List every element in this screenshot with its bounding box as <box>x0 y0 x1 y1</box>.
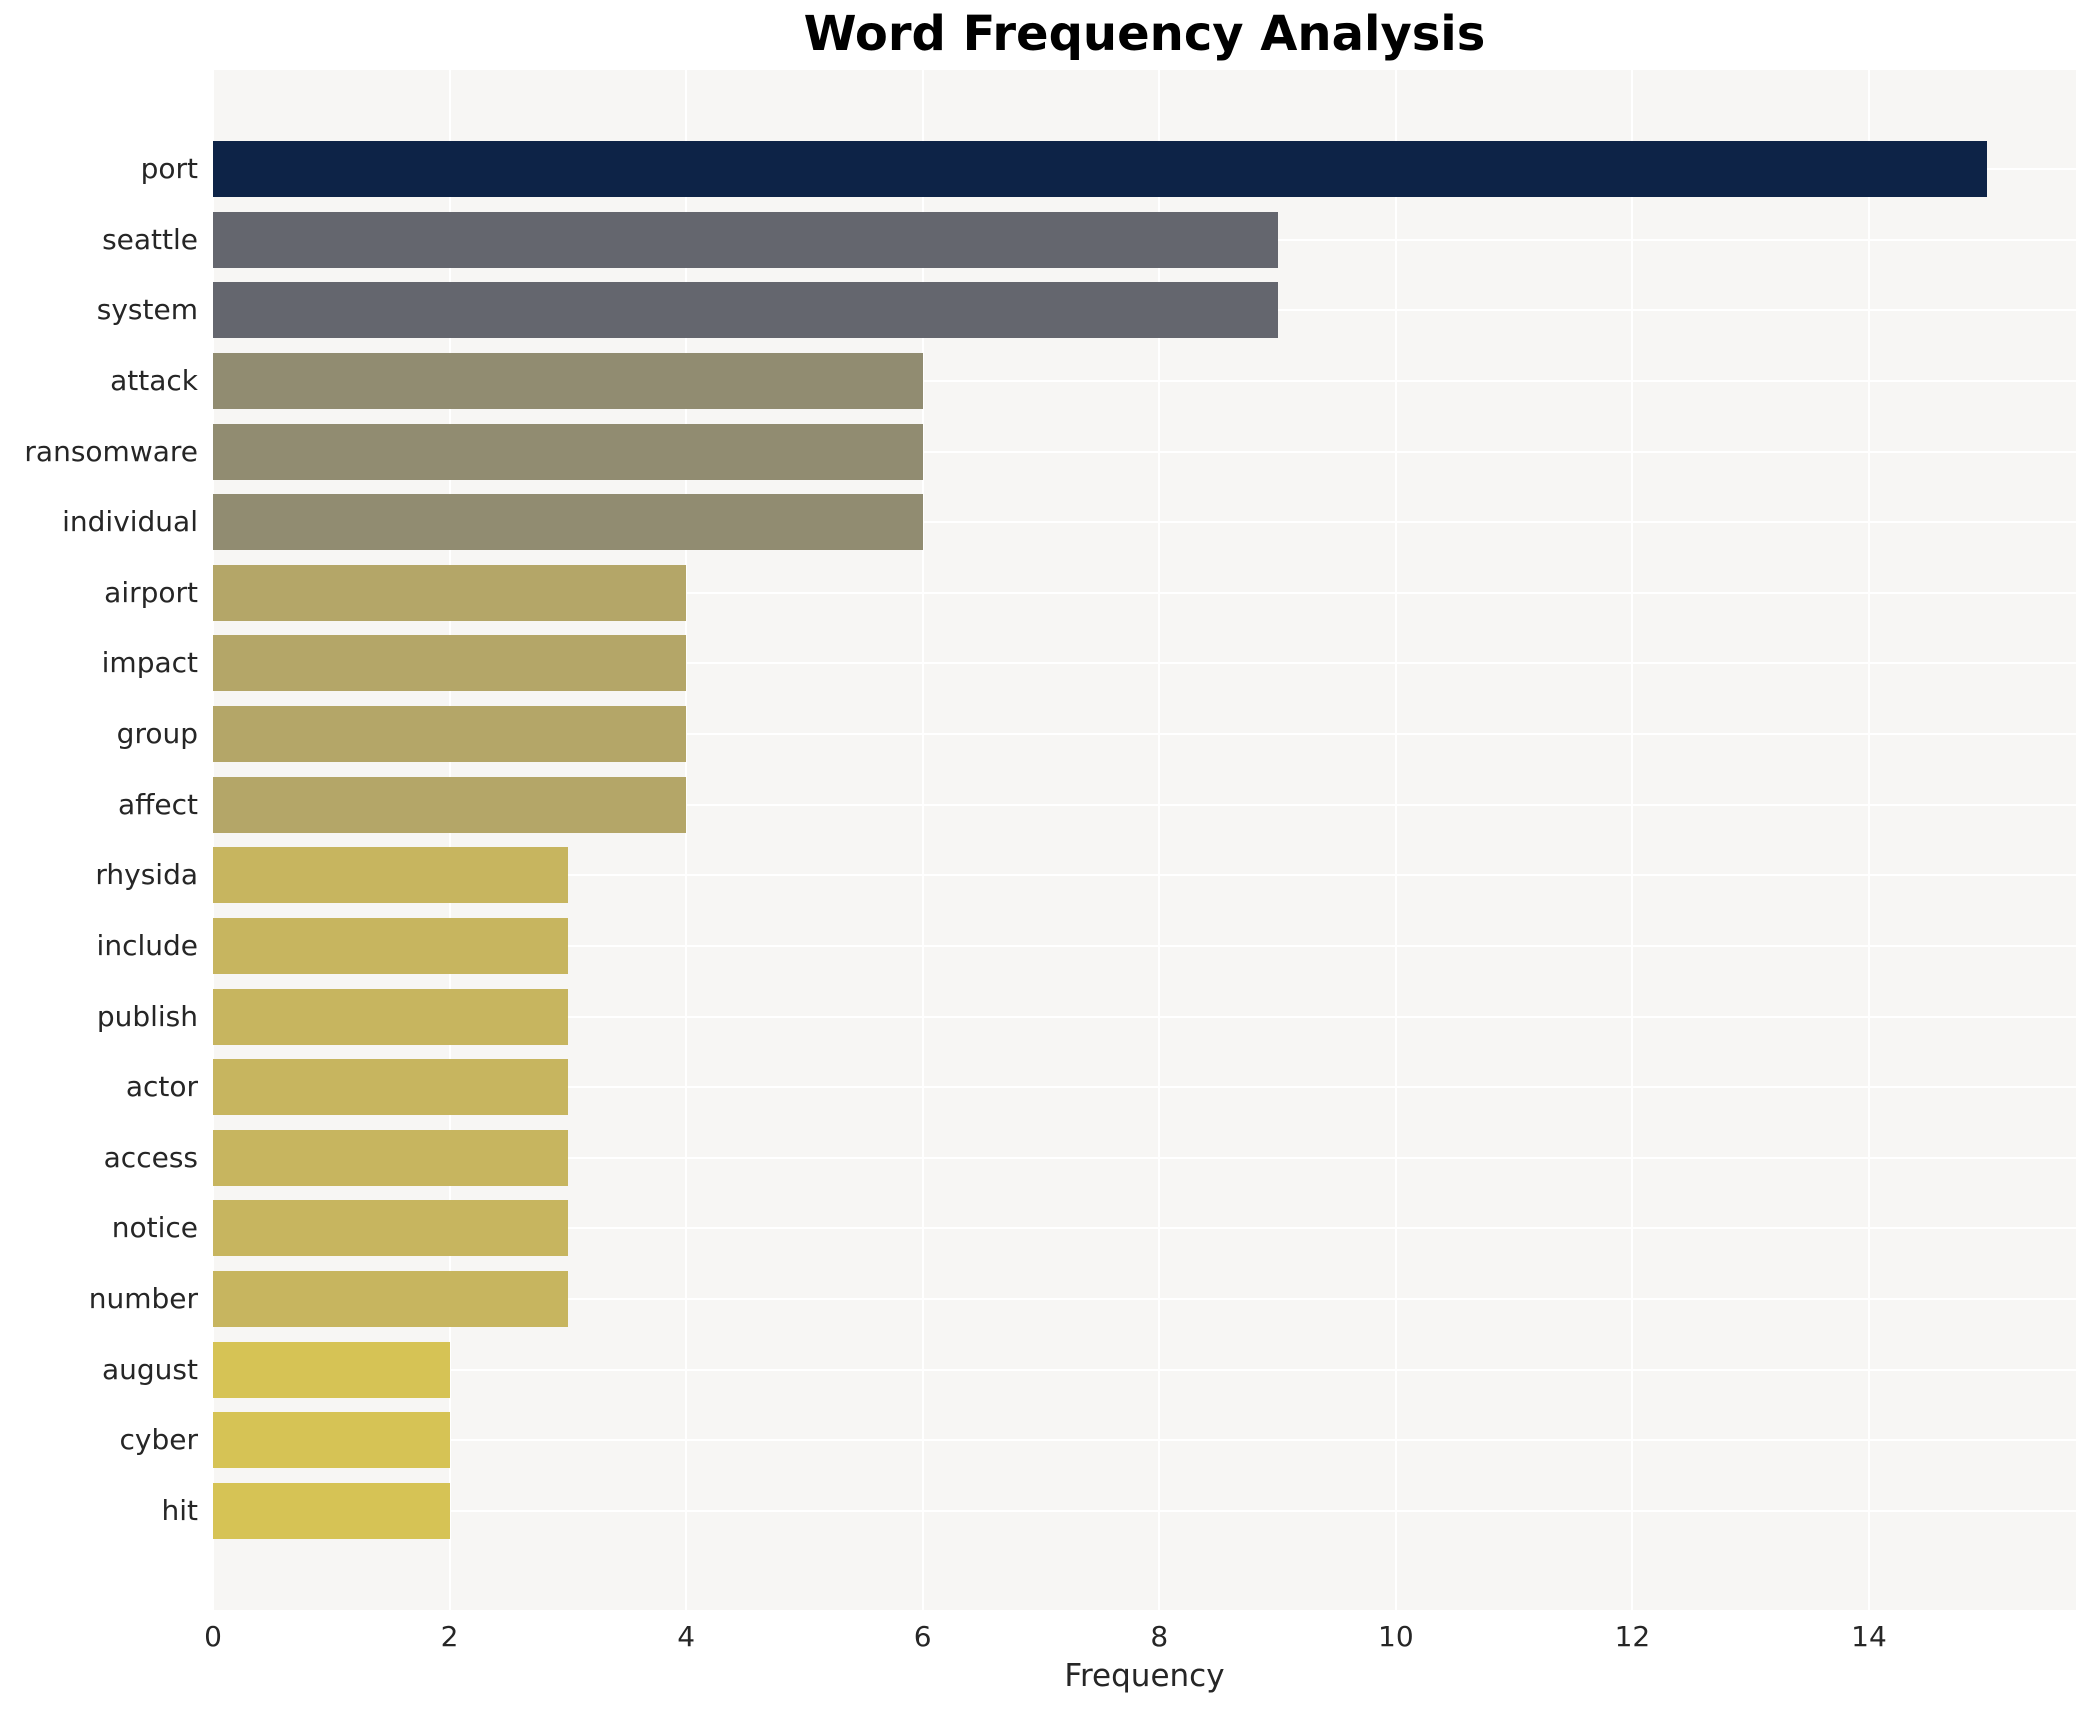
x-tick-label-0: 0 <box>204 1620 222 1653</box>
y-gridline <box>213 1015 2076 1018</box>
y-tick-label-notice: notice <box>111 1211 198 1245</box>
x-tick-label-14: 14 <box>1851 1620 1887 1653</box>
bar-access <box>213 1129 568 1186</box>
y-tick-label-august: august <box>102 1352 198 1386</box>
y-tick-label-airport: airport <box>104 575 198 609</box>
bar-individual <box>213 494 923 551</box>
bar-seattle <box>213 211 1278 268</box>
y-tick-label-seattle: seattle <box>102 222 198 256</box>
bar-affect <box>213 776 687 833</box>
y-gridline <box>213 379 2076 382</box>
y-gridline <box>213 1298 2076 1301</box>
x-tick-label-10: 10 <box>1378 1620 1414 1653</box>
y-tick-label-impact: impact <box>101 646 198 680</box>
x-tick-label-8: 8 <box>1150 1620 1169 1653</box>
bar-impact <box>213 635 687 692</box>
y-tick-label-group: group <box>116 717 198 751</box>
y-tick-label-number: number <box>88 1282 198 1316</box>
y-tick-label-cyber: cyber <box>119 1423 198 1457</box>
y-gridline <box>213 450 2076 453</box>
y-tick-label-rhysida: rhysida <box>95 858 198 892</box>
y-gridline <box>213 521 2076 524</box>
y-gridline <box>213 591 2076 594</box>
y-tick-label-affect: affect <box>117 787 198 821</box>
y-tick-label-publish: publish <box>96 999 198 1033</box>
bar-publish <box>213 988 568 1045</box>
bar-august <box>213 1341 450 1398</box>
bar-include <box>213 917 568 974</box>
bar-number <box>213 1271 568 1328</box>
y-tick-label-hit: hit <box>161 1494 198 1527</box>
x-gridline <box>1394 70 1397 1610</box>
y-gridline <box>213 1086 2076 1089</box>
bar-cyber <box>213 1412 450 1469</box>
x-tick-label-4: 4 <box>677 1620 696 1653</box>
y-tick-label-attack: attack <box>110 363 198 397</box>
bar-group <box>213 706 687 763</box>
y-gridline <box>213 874 2076 877</box>
bar-port <box>213 141 1988 197</box>
bar-notice <box>213 1200 568 1257</box>
y-gridline <box>213 662 2076 665</box>
x-tick-label-12: 12 <box>1614 1620 1651 1653</box>
x-gridline <box>212 70 214 1610</box>
x-tick-label-2: 2 <box>440 1620 459 1653</box>
x-gridline <box>1868 70 1870 1610</box>
x-gridline <box>921 70 924 1610</box>
y-tick-label-access: access <box>103 1140 198 1174</box>
y-tick-label-system: system <box>96 293 198 327</box>
x-tick-label-6: 6 <box>913 1620 932 1653</box>
y-tick-label-actor: actor <box>125 1070 198 1104</box>
x-gridline <box>685 70 688 1610</box>
bar-actor <box>213 1059 568 1116</box>
y-gridline <box>213 1439 2076 1442</box>
x-gridline <box>1158 70 1161 1610</box>
y-gridline <box>213 944 2076 947</box>
bar-airport <box>213 564 687 621</box>
y-tick-label-individual: individual <box>62 505 198 539</box>
bar-ransomware <box>213 423 923 480</box>
y-gridline <box>213 803 2076 806</box>
plot-area <box>212 70 2076 1610</box>
y-tick-label-include: include <box>96 928 198 962</box>
y-tick-label-ransomware: ransomware <box>24 434 198 468</box>
x-gridline <box>1631 70 1634 1610</box>
y-gridline <box>213 1227 2076 1230</box>
y-gridline <box>213 1368 2076 1371</box>
x-axis-title: Frequency <box>1064 1658 1225 1694</box>
y-gridline <box>213 733 2076 736</box>
y-gridline <box>213 1156 2076 1159</box>
bar-rhysida <box>213 847 568 904</box>
y-tick-label-port: port <box>140 152 198 185</box>
y-gridline <box>213 1510 2076 1512</box>
bar-system <box>213 282 1278 339</box>
x-gridline <box>448 70 451 1610</box>
bar-hit <box>213 1483 450 1539</box>
bar-attack <box>213 352 923 409</box>
chart-title: Word Frequency Analysis <box>803 6 1486 62</box>
